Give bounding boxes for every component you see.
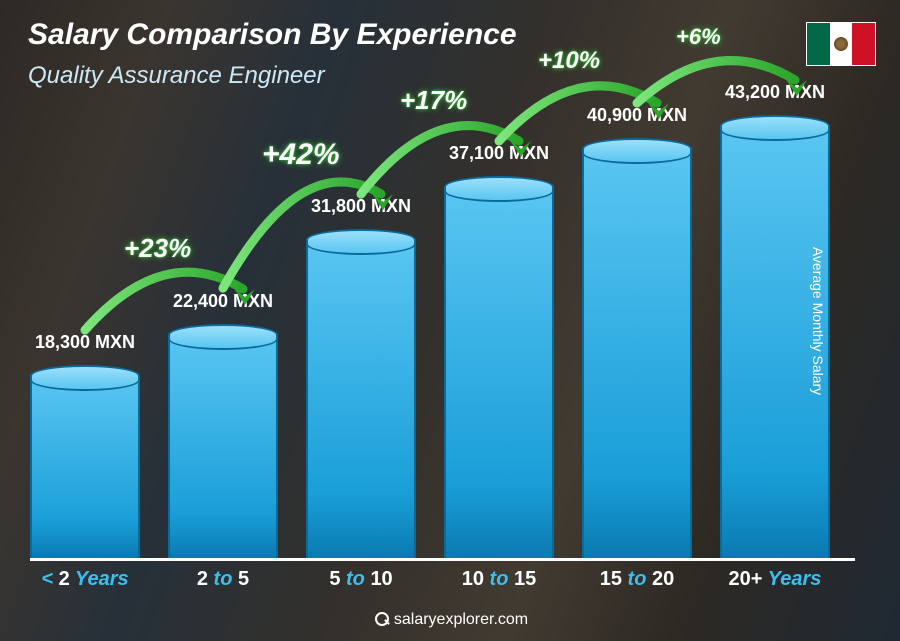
bar-2: 31,800 MXN5 to 10 xyxy=(306,239,416,558)
increase-label: +10% xyxy=(538,47,600,75)
increase-label: +17% xyxy=(400,85,467,116)
bar-value-label: 31,800 MXN xyxy=(291,196,431,217)
increase-label: +42% xyxy=(262,138,340,172)
bar-category-label: 2 to 5 xyxy=(158,568,288,591)
bar-rect xyxy=(168,334,278,558)
increase-label: +6% xyxy=(676,24,721,50)
search-icon xyxy=(372,609,390,627)
bar-category-label: < 2 Years xyxy=(20,568,150,591)
bar-value-label: 18,300 MXN xyxy=(15,332,155,353)
bar-category-label: 20+ Years xyxy=(710,568,840,591)
bar-value-label: 22,400 MXN xyxy=(153,291,293,312)
bar-category-label: 5 to 10 xyxy=(296,568,426,591)
footer: salaryexplorer.com xyxy=(0,609,900,629)
bar-3: 37,100 MXN10 to 15 xyxy=(444,186,554,558)
bar-rect xyxy=(30,375,140,558)
bar-rect xyxy=(582,148,692,558)
country-flag xyxy=(806,22,876,66)
bar-category-label: 15 to 20 xyxy=(572,568,702,591)
chart-subtitle: Quality Assurance Engineer xyxy=(28,62,325,90)
increase-label: +23% xyxy=(124,233,191,264)
bar-value-label: 43,200 MXN xyxy=(705,82,845,103)
bar-category-label: 10 to 15 xyxy=(434,568,564,591)
bar-value-label: 37,100 MXN xyxy=(429,143,569,164)
bar-rect xyxy=(444,186,554,558)
bar-rect xyxy=(306,239,416,558)
chart-title: Salary Comparison By Experience xyxy=(28,18,517,52)
bar-chart: 18,300 MXN< 2 Years 22,400 MXN2 to 5 31,80… xyxy=(30,110,855,561)
bar-value-label: 40,900 MXN xyxy=(567,105,707,126)
bar-1: 22,400 MXN2 to 5 xyxy=(168,334,278,558)
bar-4: 40,900 MXN15 to 20 xyxy=(582,148,692,558)
y-axis-label: Average Monthly Salary xyxy=(810,246,826,394)
footer-text: salaryexplorer.com xyxy=(394,611,528,628)
bar-0: 18,300 MXN< 2 Years xyxy=(30,375,140,558)
